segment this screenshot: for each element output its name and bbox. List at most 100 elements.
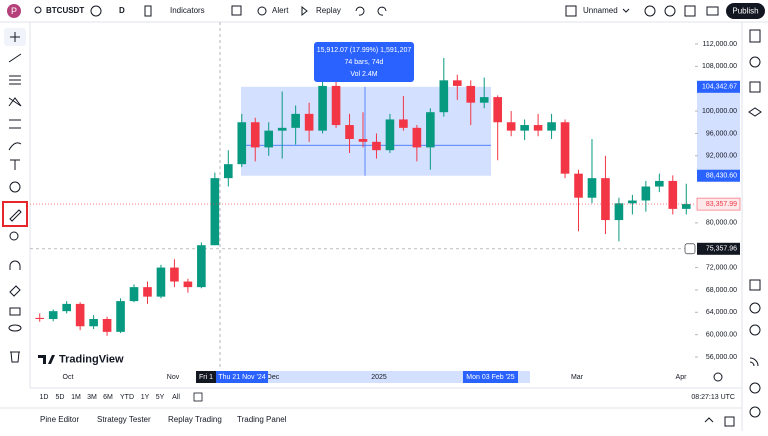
ruler-tool[interactable]	[9, 209, 22, 222]
candle-body	[156, 267, 166, 297]
candle-body	[291, 113, 300, 128]
price-tick-label: 112,000.00	[702, 41, 737, 48]
undo-icon[interactable]	[355, 6, 365, 16]
time-band	[216, 371, 530, 383]
alert-button[interactable]: Alert	[272, 6, 289, 15]
time-label: Mar	[571, 374, 584, 381]
candle-body	[452, 80, 462, 86]
candle-body	[560, 122, 570, 174]
range-button[interactable]: 5Y	[156, 394, 165, 401]
measure-end-label: Mon 03 Feb '25	[466, 374, 515, 381]
panel-tab[interactable]: Replay Trading	[168, 415, 222, 424]
help-icon[interactable]	[749, 406, 761, 418]
templates-icon[interactable]	[231, 5, 242, 16]
crosshair-time-label: Fri 1	[199, 374, 213, 381]
price-band	[697, 86, 740, 176]
date-range-icon[interactable]	[193, 392, 203, 402]
notifications-icon[interactable]	[749, 382, 761, 394]
zoom-tool[interactable]	[9, 231, 19, 241]
delete-tool[interactable]	[10, 351, 20, 363]
measure-start-tag	[216, 371, 268, 383]
range-button[interactable]: 5D	[56, 394, 65, 401]
interval[interactable]: D	[119, 6, 125, 15]
measure-box	[241, 86, 491, 176]
candle-body	[466, 85, 476, 103]
layout-name[interactable]: Unnamed	[583, 6, 618, 15]
fullscreen-icon[interactable]	[684, 5, 696, 17]
last-price-label: 83,357.99	[706, 201, 737, 208]
stay-drawing-tool[interactable]	[9, 285, 21, 297]
range-button[interactable]: YTD	[120, 394, 134, 401]
price-tick-label: 64,000.00	[706, 309, 737, 316]
avatar[interactable]	[7, 4, 21, 18]
chat-icon[interactable]	[749, 324, 761, 336]
calendar-icon[interactable]	[749, 302, 761, 314]
candle-body	[197, 245, 206, 288]
panel-controls[interactable]	[704, 416, 735, 427]
trendline-tool[interactable]	[8, 53, 22, 63]
icon-tool[interactable]	[9, 181, 21, 193]
layout-checkbox[interactable]	[565, 5, 577, 17]
brush-tool[interactable]	[8, 142, 22, 151]
lock-tool[interactable]	[9, 307, 21, 316]
crosshair-tool[interactable]	[10, 32, 20, 42]
panel-tab[interactable]: Trading Panel	[237, 415, 287, 424]
publish-button[interactable]	[726, 3, 765, 19]
magnet-tool[interactable]	[9, 260, 21, 270]
range-button[interactable]: 3M	[87, 394, 97, 401]
time-label: Oct	[63, 374, 74, 381]
candle-body	[318, 85, 327, 131]
search-icon[interactable]	[34, 6, 42, 14]
pattern-tool[interactable]	[8, 97, 22, 107]
candle-body	[668, 180, 678, 209]
settings-icon[interactable]	[664, 5, 676, 17]
axis-settings-icon[interactable]	[713, 372, 723, 382]
replay-button[interactable]: Replay	[316, 6, 341, 15]
replay-icon[interactable]	[301, 5, 308, 17]
price-tick-label: 92,000.00	[706, 153, 737, 160]
text-tool[interactable]	[10, 159, 20, 170]
redo-icon[interactable]	[377, 6, 387, 16]
range-button[interactable]: All	[172, 394, 180, 401]
range-button[interactable]: 6M	[103, 394, 113, 401]
hotlists-icon[interactable]	[749, 279, 761, 291]
alert-icon[interactable]	[257, 6, 267, 16]
measure-info: 74 bars, 74d	[345, 59, 384, 66]
stream-icon[interactable]	[749, 357, 759, 367]
layers-icon[interactable]	[748, 107, 762, 117]
price-tick-label: 108,000.00	[702, 63, 737, 70]
candle-body	[183, 281, 193, 288]
candle-body	[533, 125, 543, 131]
candle-body	[412, 127, 422, 148]
add-button[interactable]	[684, 243, 696, 255]
candle-body	[399, 119, 408, 128]
hide-tool[interactable]	[8, 324, 22, 332]
candle-body	[506, 122, 516, 131]
alerts-icon[interactable]	[749, 56, 761, 68]
data-window-icon[interactable]	[749, 81, 761, 93]
prediction-tool[interactable]	[9, 119, 21, 129]
compare-icon[interactable]	[90, 5, 102, 17]
range-button[interactable]: 1M	[71, 394, 81, 401]
indicators-button[interactable]: Indicators	[170, 6, 205, 15]
range-button[interactable]: 1Y	[141, 394, 150, 401]
snapshot-icon[interactable]	[706, 6, 719, 16]
quick-search-icon[interactable]	[644, 5, 656, 17]
candle-body	[547, 122, 556, 131]
publish-label: Publish	[732, 7, 758, 16]
price-tick-label: 100,000.00	[702, 108, 737, 115]
candle-body	[628, 200, 637, 204]
layout-chevron[interactable]	[622, 8, 630, 13]
range-button[interactable]: 1D	[40, 394, 49, 401]
watchlist-icon[interactable]	[749, 29, 761, 43]
candle-body	[75, 303, 85, 327]
candle-body	[129, 287, 139, 302]
panel-tab[interactable]: Strategy Tester	[97, 415, 151, 424]
fib-tool[interactable]	[9, 75, 21, 85]
panel-tab[interactable]: Pine Editor	[40, 415, 79, 424]
candle-body	[601, 178, 610, 221]
symbol[interactable]: BTCUSDT	[46, 6, 84, 15]
candle-body	[331, 85, 341, 126]
chart-type-icon[interactable]	[144, 5, 152, 17]
